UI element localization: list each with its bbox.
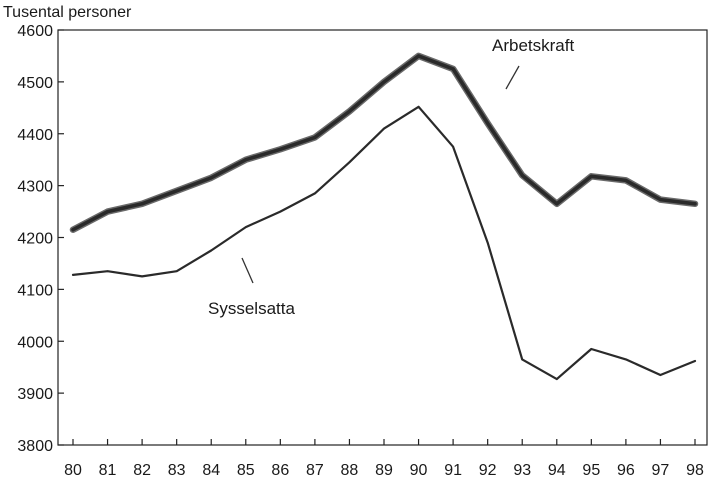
series-group [69, 52, 699, 381]
data-point-sysselsatta [141, 275, 143, 278]
x-tick-label: 86 [271, 462, 289, 479]
x-tick-label: 84 [202, 462, 220, 479]
data-point-arbetskraft [210, 177, 213, 179]
data-point-sysselsatta [210, 249, 213, 252]
y-tick-label: 4200 [17, 231, 53, 248]
x-axis: 80 81 82 83 84 85 86 87 88 89 90 91 92 93 94 95 96 97 98 [64, 439, 704, 479]
x-tick-label: 96 [617, 462, 635, 479]
data-point-sysselsatta [348, 161, 351, 164]
x-tick-label: 97 [652, 462, 670, 479]
y-axis-title: Tusental personer [3, 4, 132, 21]
data-point-arbetskraft [659, 198, 662, 201]
data-point-arbetskraft [72, 228, 74, 231]
data-point-sysselsatta [694, 360, 696, 362]
data-point-sysselsatta [590, 348, 593, 350]
x-tick-label: 88 [341, 462, 359, 479]
x-tick-label: 91 [444, 462, 462, 479]
x-tick-label: 80 [64, 462, 82, 479]
y-tick-label: 4000 [17, 334, 53, 351]
data-point-sysselsatta [625, 358, 627, 361]
y-tick-label: 4600 [17, 23, 53, 40]
x-tick-label: 94 [548, 462, 566, 479]
data-point-sysselsatta [175, 270, 178, 273]
y-tick-label: 4100 [17, 282, 53, 299]
y-tick-label: 3800 [17, 438, 53, 455]
data-point-sysselsatta [106, 270, 109, 273]
arbetskraft-leader-line [505, 65, 520, 90]
plot-border [57, 29, 708, 446]
y-axis: 3800 3900 4000 4100 4200 4300 4400 4500 4600 [17, 23, 64, 455]
x-tick-label: 81 [99, 462, 117, 479]
plot-frame [57, 29, 708, 446]
data-point-arbetskraft [555, 202, 558, 205]
data-point-arbetskraft [279, 148, 282, 151]
data-point-arbetskraft [694, 202, 696, 205]
x-tick-label: 89 [375, 462, 393, 479]
data-point-arbetskraft [383, 81, 385, 83]
points-group [72, 55, 696, 380]
x-tick-label: 92 [479, 462, 497, 479]
data-point-arbetskraft [314, 136, 316, 139]
x-tick-label: 98 [686, 462, 704, 479]
data-point-sysselsatta [72, 274, 74, 276]
data-point-arbetskraft [244, 158, 247, 161]
x-tick-label: 90 [410, 462, 428, 479]
data-point-arbetskraft [141, 202, 143, 205]
data-point-arbetskraft [175, 190, 178, 192]
y-tick-label: 4300 [17, 179, 53, 196]
data-point-arbetskraft [106, 210, 109, 213]
x-tick-label: 85 [237, 462, 255, 479]
series-label-arbetskraft: Arbetskraft [492, 36, 574, 90]
series-line-sysselsatta [71, 105, 697, 381]
data-point-sysselsatta [521, 358, 524, 361]
y-tick-label: 4500 [17, 75, 53, 92]
data-point-arbetskraft [452, 68, 454, 70]
data-point-sysselsatta [452, 145, 454, 148]
data-point-sysselsatta [555, 378, 558, 380]
data-point-sysselsatta [383, 127, 385, 130]
series-label-arbetskraft-text: Arbetskraft [492, 36, 574, 55]
x-tick-label: 93 [513, 462, 531, 479]
data-point-arbetskraft [348, 110, 351, 113]
y-tick-label: 4400 [17, 127, 53, 144]
x-tick-label: 95 [582, 462, 600, 479]
x-tick-label: 82 [133, 462, 151, 479]
data-point-arbetskraft [625, 179, 627, 182]
data-point-sysselsatta [314, 192, 316, 195]
data-point-arbetskraft [417, 55, 420, 57]
series-label-sysselsatta-text: Sysselsatta [208, 299, 295, 318]
data-point-arbetskraft [486, 122, 489, 125]
x-tick-label: 83 [168, 462, 186, 479]
sysselsatta-leader-line [241, 257, 254, 284]
data-point-sysselsatta [659, 374, 662, 376]
data-point-sysselsatta [417, 105, 420, 108]
data-point-arbetskraft [590, 175, 593, 178]
series-label-sysselsatta: Sysselsatta [208, 257, 295, 318]
data-point-sysselsatta [486, 241, 489, 244]
x-tick-label: 87 [306, 462, 324, 479]
data-point-sysselsatta [279, 210, 282, 213]
data-point-arbetskraft [521, 174, 524, 177]
data-point-sysselsatta [244, 226, 247, 228]
y-tick-label: 3900 [17, 386, 53, 403]
